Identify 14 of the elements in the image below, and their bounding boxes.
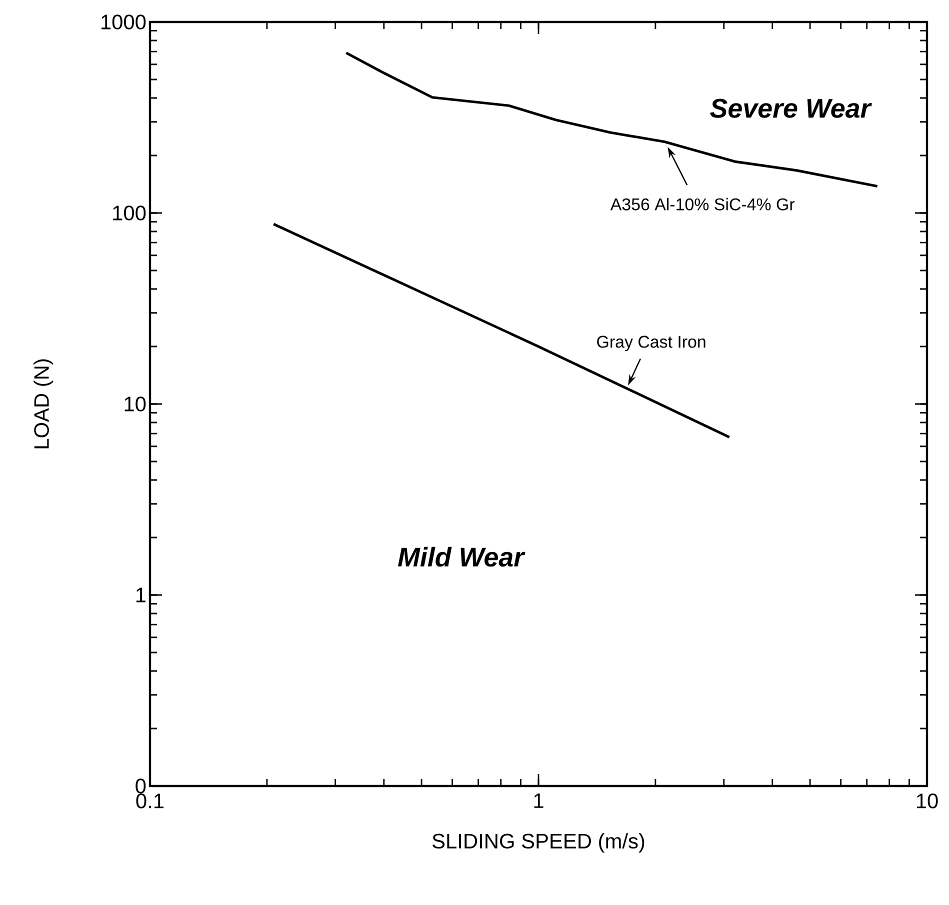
annotation: Mild Wear <box>398 546 526 567</box>
annotation: Gray Cast Iron <box>597 336 706 352</box>
annotation: A356 Al-10% SiC-4% Gr <box>610 198 795 210</box>
y-tick-label: 0 <box>136 778 146 794</box>
x-tick-label: 0.1 <box>136 794 164 808</box>
y-tick-label: 1 <box>136 588 146 602</box>
x-axis-title: SLIDING SPEED (m/s) <box>432 833 644 853</box>
annotation: Severe Wear <box>710 98 872 118</box>
y-tick-label: 10 <box>124 396 146 412</box>
y-tick-label: 100 <box>113 206 146 220</box>
y-tick-label: 1000 <box>102 14 146 30</box>
y-axis-title: LOAD (N) <box>34 359 54 448</box>
x-tick-label: 10 <box>916 794 938 808</box>
x-tick-label: 1 <box>534 794 544 808</box>
